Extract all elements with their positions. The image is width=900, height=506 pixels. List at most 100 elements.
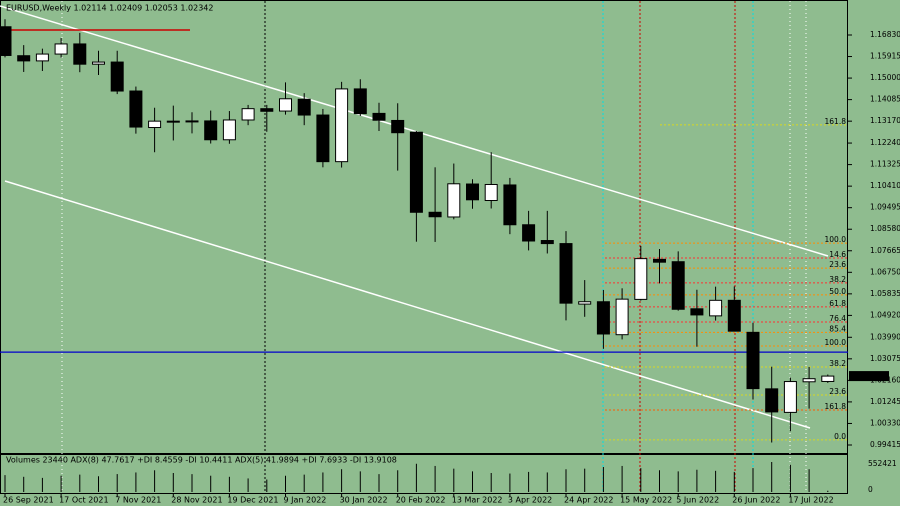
- candle-body: [727, 299, 741, 332]
- volume-frame: [0, 454, 848, 494]
- candle-body: [222, 119, 236, 141]
- fib-label: 0.0: [834, 432, 846, 441]
- candle-body: [316, 114, 330, 163]
- y-tick-label: 1.15000: [870, 73, 900, 82]
- y-tick-label: 1.13170: [870, 116, 900, 125]
- candle-body: [204, 120, 218, 141]
- candle-body: [821, 375, 835, 382]
- candle-body: [559, 243, 573, 304]
- x-tick-label: 17 Jul 2022: [788, 496, 833, 505]
- y-tick-label: 1.05835: [870, 289, 900, 298]
- candle-body: [578, 301, 592, 305]
- candle-body: [484, 183, 498, 202]
- y-tick-label: 1.00330: [870, 418, 900, 427]
- y-tick-label: 1.14085: [870, 95, 900, 104]
- candle-body: [129, 90, 143, 128]
- candle-body: [260, 108, 274, 112]
- candle-body: [596, 301, 610, 335]
- fib-label: 38.2: [829, 275, 846, 284]
- candle-body: [372, 112, 386, 121]
- fib-label: 38.2: [829, 359, 846, 368]
- fib-label: 100.0: [825, 235, 847, 244]
- candle-body: [241, 108, 255, 121]
- y-tick-label: 1.06750: [870, 267, 900, 276]
- candle-body: [297, 98, 311, 116]
- x-tick-label: 15 May 2022: [620, 496, 672, 505]
- candle-body: [447, 183, 461, 218]
- candle-body: [746, 331, 760, 390]
- candle-body: [671, 261, 685, 310]
- x-tick-label: 17 Oct 2021: [59, 496, 108, 505]
- y-tick-label: 0.99415: [870, 440, 900, 449]
- candle-body: [54, 43, 68, 55]
- x-tick-label: 28 Nov 2021: [171, 496, 222, 505]
- x-tick-label: 20 Feb 2022: [396, 496, 446, 505]
- candle-body: [73, 43, 87, 65]
- fib-label: 100.0: [825, 338, 847, 347]
- price-frame: [0, 0, 848, 454]
- candle-body: [0, 26, 12, 56]
- candle-body: [148, 120, 162, 129]
- y-tick-label: 1.03075: [870, 354, 900, 363]
- candle-body: [391, 119, 405, 134]
- x-tick-label: 19 Dec 2021: [227, 496, 278, 505]
- y-tick-label: 1.11325: [870, 160, 900, 169]
- candle-body: [690, 308, 704, 316]
- fib-label: 161.8: [825, 117, 847, 126]
- fib-label: 85.4: [829, 324, 846, 333]
- candle-body: [503, 184, 517, 226]
- candle-body: [92, 61, 105, 65]
- y-tick-label: 1.01245: [870, 397, 900, 406]
- volume-tick-label: 552421: [868, 459, 897, 468]
- y-tick-label: 1.03990: [870, 332, 900, 341]
- candle-body: [335, 88, 349, 163]
- fib-label: 23.6: [829, 260, 846, 269]
- candle-body: [17, 55, 31, 62]
- chart-title: EURUSD,Weekly 1.02114 1.02409 1.02053 1.…: [6, 4, 213, 13]
- fib-label: 14.6: [829, 250, 846, 259]
- trend-lines: [0, 5, 829, 429]
- candle-body: [166, 120, 180, 123]
- y-tick-label: 1.12240: [870, 138, 900, 147]
- candle-body: [634, 258, 648, 300]
- candle-body: [802, 378, 816, 383]
- y-tick-label: 1.16830: [870, 30, 900, 39]
- volume-tick-label: 0: [868, 485, 873, 494]
- y-tick-label: 1.15915: [870, 52, 900, 61]
- fib-label: 61.8: [829, 299, 846, 308]
- y-tick-label: 1.04920: [870, 310, 900, 319]
- candle-body: [185, 120, 199, 123]
- candle-body: [110, 61, 124, 92]
- candle-body: [783, 381, 797, 413]
- candle-body: [615, 298, 629, 336]
- candle-body: [540, 240, 554, 245]
- x-tick-label: 9 Jan 2022: [284, 496, 327, 505]
- fib-label: 23.6: [829, 387, 846, 396]
- volume-title: Volumes 23440 ADX(8) 47.7617 +DI 8.4559 …: [6, 456, 397, 465]
- candle-body: [409, 131, 423, 213]
- candle-body: [765, 388, 779, 413]
- y-tick-label: 1.10410: [870, 181, 900, 190]
- fib-label: 161.8: [825, 402, 847, 411]
- candle-body: [353, 88, 367, 115]
- x-tick-label: 13 Mar 2022: [452, 496, 503, 505]
- fib-label: 76.4: [829, 314, 846, 323]
- last-price-box: [849, 371, 889, 382]
- y-tick-label: 1.09495: [870, 203, 900, 212]
- candle-body: [279, 98, 292, 112]
- trend-line: [4, 180, 811, 429]
- candle-body: [522, 224, 536, 242]
- last-price-label: 1.02342: [853, 371, 884, 380]
- y-tick-label: 1.08580: [870, 224, 900, 233]
- candle-body: [428, 211, 442, 218]
- candle-body: [709, 299, 723, 317]
- y-tick-label: 1.07665: [870, 246, 900, 255]
- trend-line: [0, 5, 829, 257]
- candle-body: [653, 258, 666, 263]
- x-tick-label: 3 Apr 2022: [508, 496, 552, 505]
- x-tick-label: 24 Apr 2022: [564, 496, 613, 505]
- fib-label: 50.0: [829, 287, 846, 296]
- x-tick-label: 26 Sep 2021: [3, 496, 54, 505]
